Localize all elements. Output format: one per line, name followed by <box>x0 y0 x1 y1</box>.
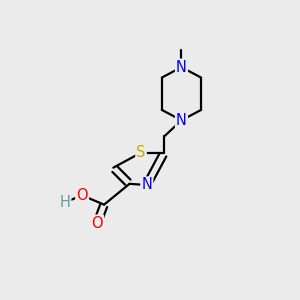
Text: N: N <box>176 60 187 75</box>
Text: N: N <box>176 113 187 128</box>
Text: N: N <box>141 178 152 193</box>
Text: H: H <box>59 195 70 210</box>
Text: O: O <box>76 188 88 203</box>
Text: O: O <box>91 216 103 231</box>
Text: S: S <box>136 145 146 160</box>
